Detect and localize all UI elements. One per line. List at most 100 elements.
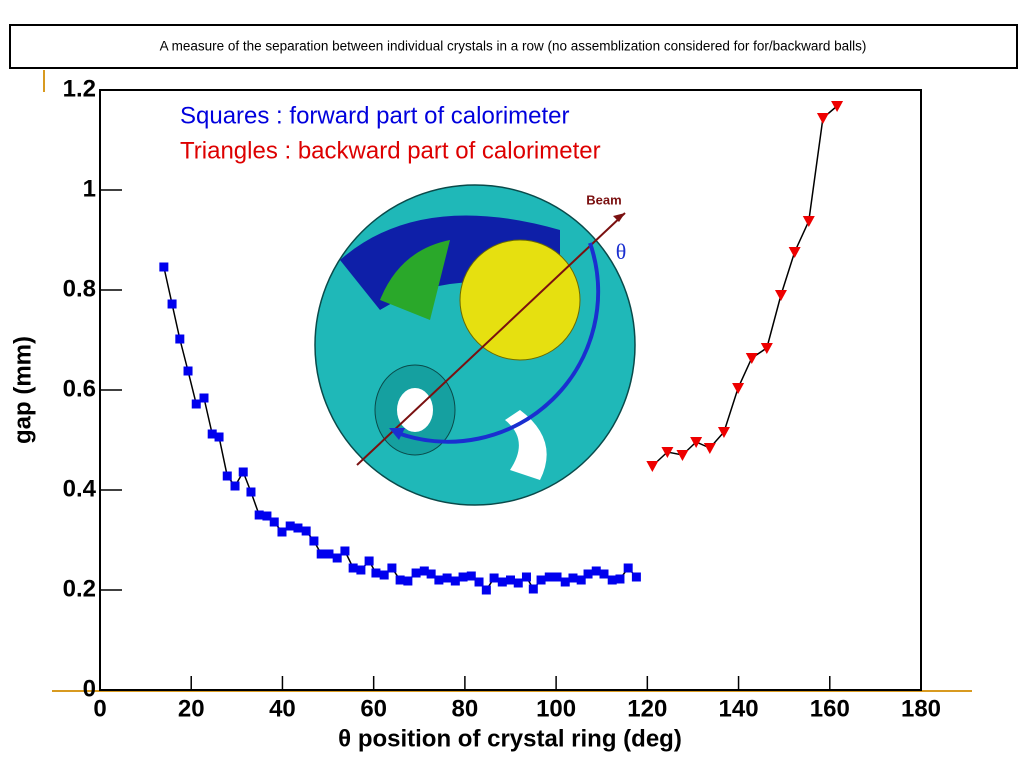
square-marker <box>395 575 405 585</box>
triangle-marker <box>703 443 716 454</box>
triangle-marker <box>760 343 773 354</box>
square-marker <box>316 549 326 559</box>
square-marker <box>631 572 641 582</box>
square-marker <box>214 432 224 442</box>
y-tick-label: 0.2 <box>63 575 96 602</box>
annotation: Squares : forward part of calorimeter <box>180 102 570 129</box>
square-marker <box>379 570 389 580</box>
square-marker <box>159 262 169 272</box>
square-marker <box>254 510 264 520</box>
square-marker <box>560 577 570 587</box>
y-tick-label: 0.8 <box>63 275 96 302</box>
square-marker <box>506 575 515 585</box>
triangle-marker <box>831 101 844 112</box>
square-marker <box>222 471 232 481</box>
square-marker <box>277 527 287 537</box>
square-marker <box>474 577 484 587</box>
square-marker <box>458 572 468 582</box>
square-marker <box>324 549 334 559</box>
y-tick-label: 0.4 <box>63 475 97 502</box>
calorimeter-image <box>314 184 636 506</box>
square-marker <box>356 565 366 575</box>
square-marker <box>191 399 201 409</box>
square-marker <box>615 574 625 584</box>
square-marker <box>426 569 436 579</box>
slide-title: A measure of the separation between indi… <box>160 39 867 54</box>
annotation: Beam <box>586 192 621 207</box>
x-tick-label: 140 <box>719 695 759 722</box>
x-tick-label: 60 <box>360 695 387 722</box>
square-marker <box>230 481 240 491</box>
square-marker <box>371 568 381 578</box>
square-marker <box>434 575 444 585</box>
triangle-marker <box>816 113 829 124</box>
triangle-marker <box>690 437 703 448</box>
triangle-marker <box>676 450 689 461</box>
square-marker <box>262 511 272 521</box>
square-marker <box>536 575 546 585</box>
triangle-marker <box>732 383 745 394</box>
x-tick-label: 120 <box>627 695 667 722</box>
square-marker <box>513 578 523 588</box>
square-marker <box>309 536 319 546</box>
square-marker <box>175 334 185 344</box>
square-marker <box>591 566 601 576</box>
y-tick-label: 0 <box>83 675 96 702</box>
square-marker <box>528 584 538 594</box>
square-marker <box>340 546 350 556</box>
square-marker <box>348 563 358 573</box>
square-marker <box>238 467 248 477</box>
triangle-marker <box>661 447 674 458</box>
square-marker <box>583 569 593 579</box>
y-axis-label: gap (mm) <box>9 336 36 444</box>
square-marker <box>301 526 311 536</box>
square-marker <box>419 566 429 576</box>
x-tick-label: 180 <box>901 695 941 722</box>
square-marker <box>285 521 295 531</box>
annotation: Triangles : backward part of calorimeter <box>180 137 601 164</box>
square-marker <box>442 573 452 583</box>
x-tick-label: 160 <box>810 695 850 722</box>
square-marker <box>411 568 421 578</box>
square-marker <box>497 577 507 587</box>
square-marker <box>207 429 217 439</box>
triangle-marker <box>717 427 730 438</box>
square-marker <box>599 569 609 579</box>
square-marker <box>466 571 476 581</box>
square-marker <box>607 575 617 585</box>
y-tick-label: 1.2 <box>63 75 96 102</box>
square-marker <box>199 393 209 403</box>
square-marker <box>403 576 413 586</box>
x-tick-label: 20 <box>178 695 205 722</box>
square-marker <box>387 563 397 573</box>
x-tick-label: 80 <box>452 695 479 722</box>
triangle-marker <box>745 353 758 364</box>
square-marker <box>481 585 491 595</box>
y-tick-label: 1 <box>83 175 96 202</box>
square-marker <box>450 576 460 586</box>
square-marker <box>332 553 342 563</box>
square-marker <box>623 563 633 573</box>
square-marker <box>544 572 554 582</box>
annotation: θ <box>616 239 627 264</box>
square-marker <box>167 299 177 309</box>
square-marker <box>269 517 279 527</box>
series-line <box>651 105 838 467</box>
square-marker <box>521 572 531 582</box>
x-axis-label: θ position of crystal ring (deg) <box>338 725 682 752</box>
triangle-marker <box>646 461 659 472</box>
square-marker <box>568 573 578 583</box>
x-tick-label: 100 <box>536 695 576 722</box>
square-marker <box>489 573 499 583</box>
y-tick-label: 0.6 <box>63 375 96 402</box>
x-tick-label: 0 <box>93 695 106 722</box>
square-marker <box>293 523 303 533</box>
title-box <box>9 24 1018 69</box>
triangle-marker <box>788 247 801 258</box>
square-marker <box>576 575 586 585</box>
x-tick-label: 40 <box>269 695 296 722</box>
square-marker <box>246 487 256 497</box>
square-marker <box>552 572 562 582</box>
